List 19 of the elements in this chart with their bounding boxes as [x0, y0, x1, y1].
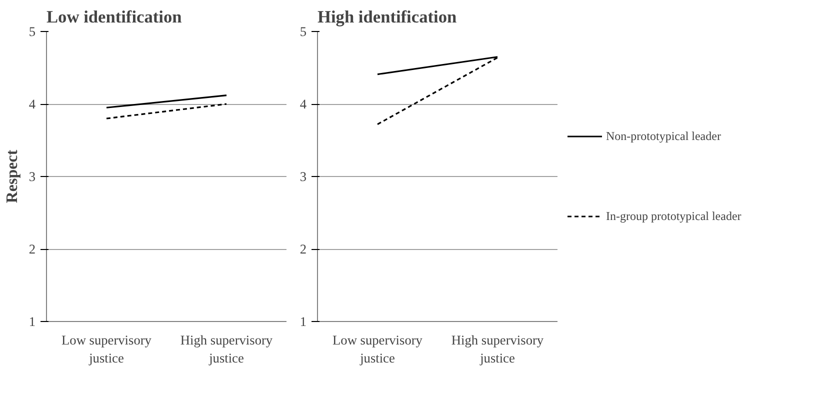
x-tick-label: High supervisory justice	[451, 332, 544, 366]
y-tick-label: 4	[28, 96, 36, 112]
x-tick-label: Low supervisory justice	[332, 332, 423, 366]
y-tick-label: 4	[300, 96, 307, 112]
y-tick-label: 2	[300, 242, 307, 256]
y-tick-label: 5	[300, 24, 307, 39]
legend-label: In-group prototypical leader	[606, 208, 742, 224]
y-tick-label: 1	[300, 314, 307, 329]
y-tick-label: 3	[28, 169, 36, 184]
x-tick-label: High supervisory justice	[180, 332, 273, 366]
legend-label: Non-prototypical leader	[606, 128, 721, 144]
y-tick-label: 2	[28, 242, 36, 256]
chart-title: Low identification	[46, 8, 182, 26]
y-tick-label: 3	[300, 169, 307, 184]
y-tick-label: 1	[28, 314, 36, 329]
x-tick-label: Low supervisory justice	[62, 332, 152, 366]
y-tick-label: 5	[28, 24, 36, 39]
chart-title: High identification	[318, 8, 457, 26]
y-axis-title: Respect	[4, 149, 21, 204]
